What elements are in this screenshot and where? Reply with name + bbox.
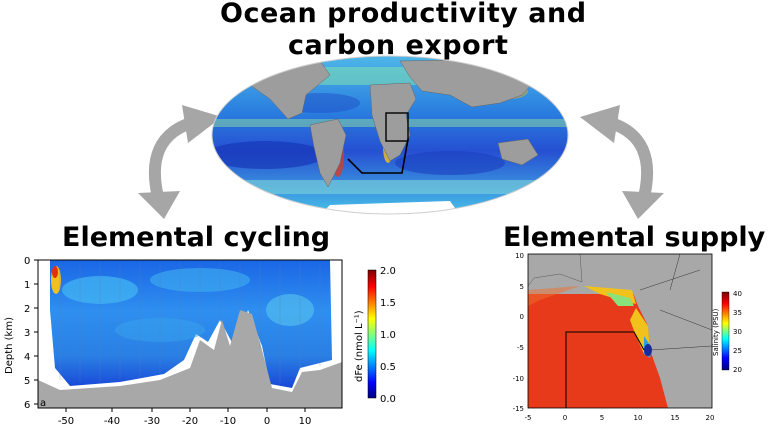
lat-tick: 5 bbox=[520, 283, 524, 291]
title-elemental-cycling: Elemental cycling bbox=[62, 222, 331, 253]
lon-tick: 15 bbox=[671, 414, 680, 422]
sal-tick: 30 bbox=[733, 328, 742, 336]
lat-ticks: 10 5 0 -5 -10 -15 bbox=[513, 252, 524, 413]
title-carbon-export: carbon export bbox=[288, 30, 509, 61]
sal-tick: 25 bbox=[733, 347, 742, 355]
lon-tick: -5 bbox=[525, 414, 532, 422]
lat-tick: 0 bbox=[520, 313, 524, 321]
depth-tick: 1 bbox=[24, 280, 30, 291]
lon-tick: 0 bbox=[563, 414, 567, 422]
cbar-tick: 0.0 bbox=[380, 394, 396, 405]
depth-tick: 0 bbox=[24, 256, 30, 267]
cbar-tick: 1.5 bbox=[380, 298, 396, 309]
salinity-colorbar bbox=[721, 291, 730, 371]
colorbar-label: dFe (nmol L⁻¹) bbox=[354, 310, 365, 382]
salinity-colorbar-ticks: 40 35 30 25 20 bbox=[733, 290, 742, 374]
depth-tick: 2 bbox=[24, 304, 30, 315]
lat-tick: -10 bbox=[513, 375, 524, 383]
cbar-tick: 1.0 bbox=[380, 330, 396, 341]
longitude-ticks: -50 -40 -30 -20 -10 0 10 bbox=[58, 408, 312, 427]
sal-tick: 20 bbox=[733, 366, 742, 374]
lon-tick: 10 bbox=[634, 414, 643, 422]
sal-tick: 40 bbox=[733, 290, 742, 298]
lon-tick: 10 bbox=[299, 416, 312, 427]
depth-tick: 4 bbox=[24, 352, 30, 363]
sal-tick: 35 bbox=[733, 309, 742, 317]
cbar-tick: 2.0 bbox=[380, 266, 396, 277]
title-elemental-supply: Elemental supply bbox=[503, 222, 766, 253]
lon-tick: 0 bbox=[264, 416, 270, 427]
panel-letter: a bbox=[40, 398, 46, 409]
title-ocean-productivity: Ocean productivity and bbox=[220, 0, 587, 29]
lon-tick: 20 bbox=[706, 414, 715, 422]
lat-tick: 10 bbox=[515, 252, 524, 260]
lon-tick: -50 bbox=[58, 416, 74, 427]
lon-tick: -10 bbox=[220, 416, 236, 427]
study-region-outline bbox=[565, 331, 645, 408]
colorbar-ticks: 2.0 1.5 1.0 0.5 0.0 bbox=[380, 266, 396, 405]
lon-ticks: -5 0 5 10 15 20 bbox=[525, 414, 715, 422]
world-map-icon bbox=[211, 55, 569, 215]
lon-tick: -40 bbox=[104, 416, 120, 427]
curved-arrow-left-icon bbox=[138, 105, 222, 219]
cbar-tick: 0.5 bbox=[380, 362, 396, 373]
curved-arrow-right-icon bbox=[580, 105, 664, 219]
depth-axis-label: Depth (km) bbox=[4, 317, 15, 374]
dfe-colorbar bbox=[367, 269, 377, 399]
dfe-section-plot: Depth (km) 0 1 2 3 4 5 6 a -50 -40 -30 -… bbox=[4, 256, 396, 427]
lat-tick: -15 bbox=[513, 405, 524, 413]
depth-tick: 3 bbox=[24, 328, 30, 339]
depth-tick: 6 bbox=[24, 400, 30, 411]
lon-tick: -20 bbox=[182, 416, 198, 427]
study-region-box-icon bbox=[385, 112, 409, 142]
depth-ticks: 0 1 2 3 4 5 6 bbox=[24, 256, 38, 411]
lat-tick: -5 bbox=[517, 344, 524, 352]
lon-tick: 5 bbox=[600, 414, 604, 422]
depth-tick: 5 bbox=[24, 376, 30, 387]
salinity-label: Salinity (PSU) bbox=[712, 308, 720, 356]
cruise-track-line-icon bbox=[347, 138, 409, 174]
lon-tick: -30 bbox=[144, 416, 160, 427]
salinity-map-plot: 10 5 0 -5 -10 -15 -5 0 5 10 15 20 40 35 … bbox=[513, 252, 742, 422]
